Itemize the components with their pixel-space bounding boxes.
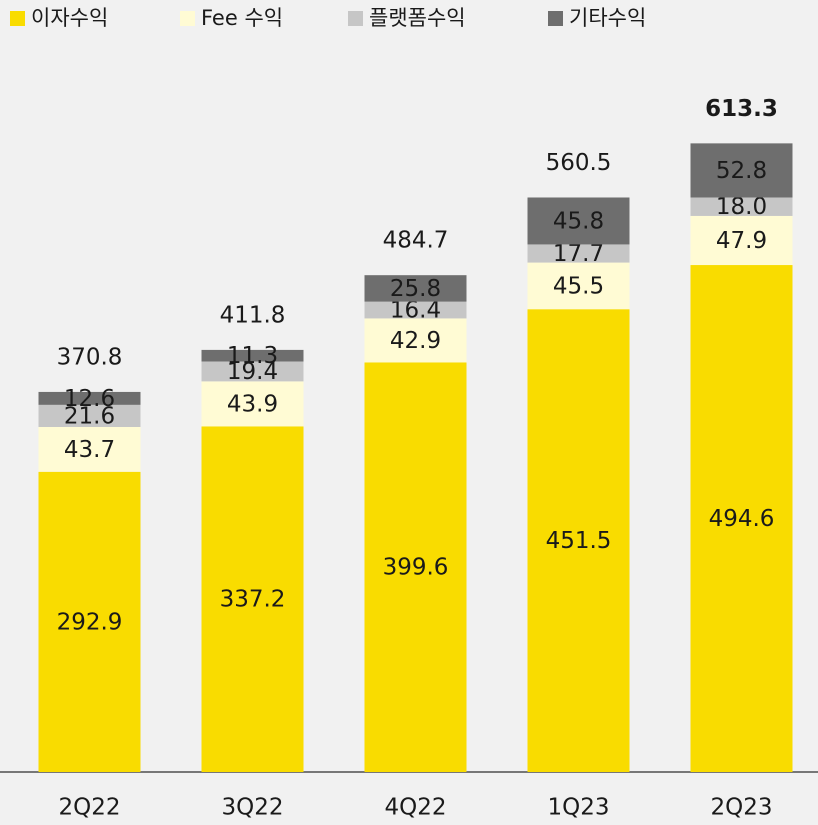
data-label: 399.6 bbox=[383, 555, 449, 581]
data-label: 47.9 bbox=[716, 228, 767, 254]
bar-segment bbox=[527, 309, 630, 772]
data-label: 18.0 bbox=[716, 194, 767, 220]
data-label: 25.8 bbox=[390, 276, 441, 302]
bar-segment bbox=[527, 244, 630, 263]
data-label: 45.5 bbox=[553, 273, 604, 299]
legend-swatch bbox=[348, 11, 363, 26]
legend-label: 플랫폼수익 bbox=[369, 6, 466, 30]
data-label: 17.7 bbox=[553, 241, 604, 267]
x-tick-label: 4Q22 bbox=[384, 795, 446, 821]
data-label: 337.2 bbox=[220, 587, 286, 613]
bar-segment bbox=[38, 404, 141, 427]
data-label: 11.3 bbox=[227, 343, 278, 369]
bar-segment bbox=[527, 197, 630, 245]
bar-segment bbox=[364, 301, 467, 319]
data-label: 45.8 bbox=[553, 208, 604, 234]
data-label: 52.8 bbox=[716, 158, 767, 184]
bar-segment bbox=[201, 349, 304, 362]
bar-segment bbox=[364, 318, 467, 363]
data-label: 16.4 bbox=[390, 298, 441, 324]
bar-segment bbox=[690, 197, 793, 216]
bar-segment bbox=[690, 265, 793, 772]
x-tick-label: 2Q23 bbox=[710, 795, 772, 821]
bar-segment bbox=[690, 143, 793, 198]
bar-segment bbox=[527, 262, 630, 310]
total-label: 370.8 bbox=[57, 344, 123, 370]
bar-segment bbox=[38, 391, 141, 405]
data-label: 19.4 bbox=[227, 359, 278, 385]
total-label: 484.7 bbox=[383, 228, 449, 254]
x-tick-label: 2Q22 bbox=[58, 795, 120, 821]
bar-segment bbox=[201, 426, 304, 772]
data-label: 21.6 bbox=[64, 403, 115, 429]
x-tick-label: 1Q23 bbox=[547, 795, 609, 821]
data-label: 494.6 bbox=[709, 506, 775, 532]
data-label: 451.5 bbox=[546, 528, 612, 554]
data-label: 12.6 bbox=[64, 386, 115, 412]
total-label: 411.8 bbox=[220, 302, 286, 328]
bar-segment bbox=[38, 471, 141, 772]
data-label: 42.9 bbox=[390, 328, 441, 354]
legend-swatch bbox=[10, 11, 25, 26]
bar-segment bbox=[201, 361, 304, 382]
bar-segment bbox=[364, 275, 467, 302]
data-label: 43.9 bbox=[227, 391, 278, 417]
legend: 이자수익 Fee 수익 플랫폼수익 기타수익 bbox=[10, 6, 646, 30]
legend-label: 기타수익 bbox=[569, 6, 646, 30]
total-label: 613.3 bbox=[705, 96, 778, 122]
bar-segment bbox=[38, 426, 141, 472]
legend-swatch bbox=[548, 11, 563, 26]
bar-segment bbox=[201, 381, 304, 427]
data-label: 292.9 bbox=[57, 609, 123, 635]
bar-segment bbox=[690, 215, 793, 266]
legend-swatch bbox=[180, 11, 195, 26]
legend-label: Fee 수익 bbox=[201, 6, 283, 30]
legend-label: 이자수익 bbox=[31, 6, 108, 30]
total-label: 560.5 bbox=[546, 150, 612, 176]
data-label: 43.7 bbox=[64, 437, 115, 463]
x-tick-label: 3Q22 bbox=[221, 795, 283, 821]
bar-segment bbox=[364, 362, 467, 772]
